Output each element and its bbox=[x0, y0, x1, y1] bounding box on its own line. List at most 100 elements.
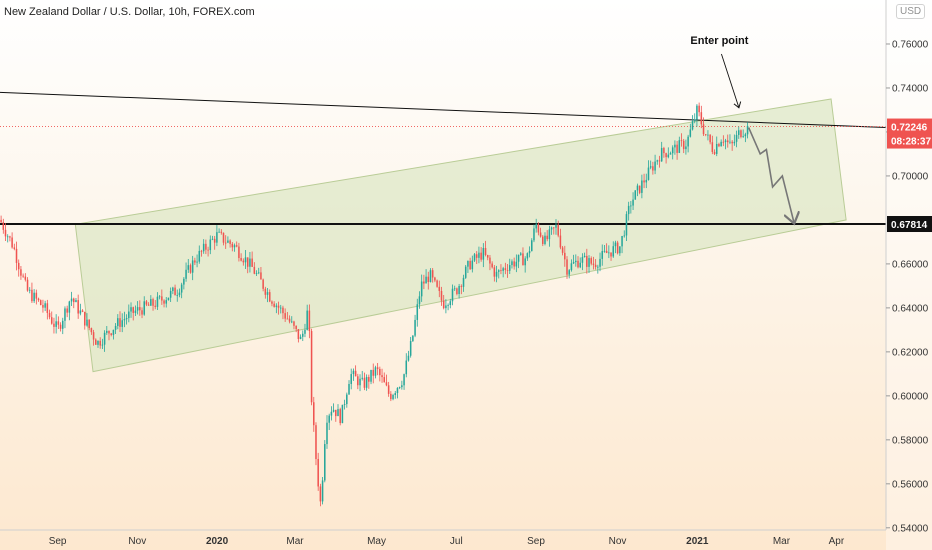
candle-body bbox=[152, 299, 154, 306]
candle-body bbox=[75, 300, 77, 303]
candle-body bbox=[240, 258, 242, 261]
candle-body bbox=[724, 140, 727, 143]
candle-body bbox=[566, 259, 568, 275]
candle-body bbox=[220, 231, 223, 233]
candle-body bbox=[634, 190, 637, 200]
candle-body bbox=[731, 141, 733, 144]
candle-body bbox=[746, 125, 749, 135]
candle-body bbox=[735, 134, 738, 142]
candle-body bbox=[70, 298, 73, 302]
candle-body bbox=[132, 307, 134, 313]
candle-body bbox=[125, 318, 128, 320]
candle-body bbox=[213, 238, 216, 243]
candle-body bbox=[491, 263, 493, 268]
candle-body bbox=[50, 317, 53, 324]
candle-body bbox=[335, 409, 337, 417]
candle-body bbox=[330, 411, 333, 416]
candle-body bbox=[368, 377, 370, 382]
candle-body bbox=[726, 140, 729, 143]
x-tick-label: 2021 bbox=[686, 536, 709, 547]
candle-body bbox=[304, 329, 306, 334]
candle-body bbox=[48, 312, 51, 318]
candle-body bbox=[478, 252, 480, 258]
candle-body bbox=[401, 385, 403, 388]
candle-body bbox=[143, 301, 145, 315]
candle-body bbox=[707, 134, 709, 136]
candle-body bbox=[475, 254, 478, 258]
candle-body bbox=[632, 199, 634, 206]
candle-body bbox=[174, 287, 176, 296]
candle-body bbox=[698, 105, 700, 113]
candle-body bbox=[546, 235, 548, 240]
candle-body bbox=[431, 270, 434, 278]
candle-body bbox=[471, 260, 474, 270]
candle-body bbox=[262, 279, 264, 289]
candle-body bbox=[183, 278, 185, 285]
candle-body bbox=[191, 260, 194, 273]
candle-body bbox=[689, 129, 692, 137]
candle-body bbox=[700, 112, 703, 125]
resistance-trendline[interactable] bbox=[0, 91, 887, 129]
candle-body bbox=[583, 255, 586, 258]
candle-body bbox=[282, 307, 284, 314]
candle-body bbox=[612, 246, 615, 257]
candle-body bbox=[438, 286, 441, 291]
candle-body bbox=[108, 330, 110, 334]
candle-body bbox=[156, 296, 159, 307]
candle-body bbox=[392, 394, 394, 400]
trend-channel[interactable] bbox=[74, 98, 847, 373]
candle-body bbox=[324, 444, 326, 481]
x-tick-label: Mar bbox=[286, 536, 304, 547]
candle-body bbox=[381, 375, 383, 378]
candle-body bbox=[112, 329, 115, 335]
candle-body bbox=[37, 298, 40, 301]
candle-body bbox=[511, 261, 513, 266]
price-axis[interactable] bbox=[886, 0, 932, 550]
candle-body bbox=[555, 224, 557, 228]
candle-body bbox=[185, 269, 187, 279]
candle-body bbox=[299, 336, 302, 339]
candle-body bbox=[277, 305, 280, 308]
candle-body bbox=[420, 281, 423, 297]
candle-body bbox=[597, 266, 599, 268]
candle-body bbox=[550, 227, 553, 230]
x-tick-label: Mar bbox=[773, 536, 791, 547]
candle-body bbox=[704, 134, 707, 135]
candle-body bbox=[310, 331, 313, 403]
candle-body bbox=[544, 235, 546, 244]
candle-body bbox=[539, 232, 542, 237]
candle-body bbox=[363, 377, 366, 388]
candle-body bbox=[737, 130, 740, 135]
candle-body bbox=[678, 140, 681, 153]
candle-body bbox=[720, 141, 722, 147]
candle-body bbox=[652, 166, 654, 171]
candle-body bbox=[130, 307, 132, 312]
candle-body bbox=[209, 239, 212, 251]
candle-body bbox=[691, 121, 694, 130]
candle-body bbox=[442, 300, 445, 309]
candle-body bbox=[290, 321, 293, 323]
candle-body bbox=[416, 304, 419, 320]
current-price-tag bbox=[887, 118, 932, 149]
candle-body bbox=[72, 298, 75, 303]
candle-body bbox=[313, 402, 315, 426]
candle-body bbox=[594, 264, 597, 267]
projection-arrow[interactable] bbox=[747, 127, 794, 223]
candle-body bbox=[26, 279, 29, 291]
annotation-label[interactable]: Enter point bbox=[690, 35, 748, 47]
candle-body bbox=[440, 290, 443, 301]
currency-badge[interactable]: USD bbox=[896, 4, 926, 19]
candle-body bbox=[6, 236, 9, 238]
candle-body bbox=[412, 335, 414, 342]
candle-body bbox=[619, 246, 621, 254]
candle-body bbox=[676, 144, 678, 153]
candle-body bbox=[621, 236, 623, 247]
candle-body bbox=[590, 258, 592, 264]
candle-body bbox=[161, 296, 163, 301]
candle-body bbox=[685, 146, 687, 150]
candle-body bbox=[625, 214, 628, 236]
candle-body bbox=[464, 266, 467, 278]
candle-body bbox=[90, 328, 93, 333]
candle-body bbox=[365, 377, 368, 388]
